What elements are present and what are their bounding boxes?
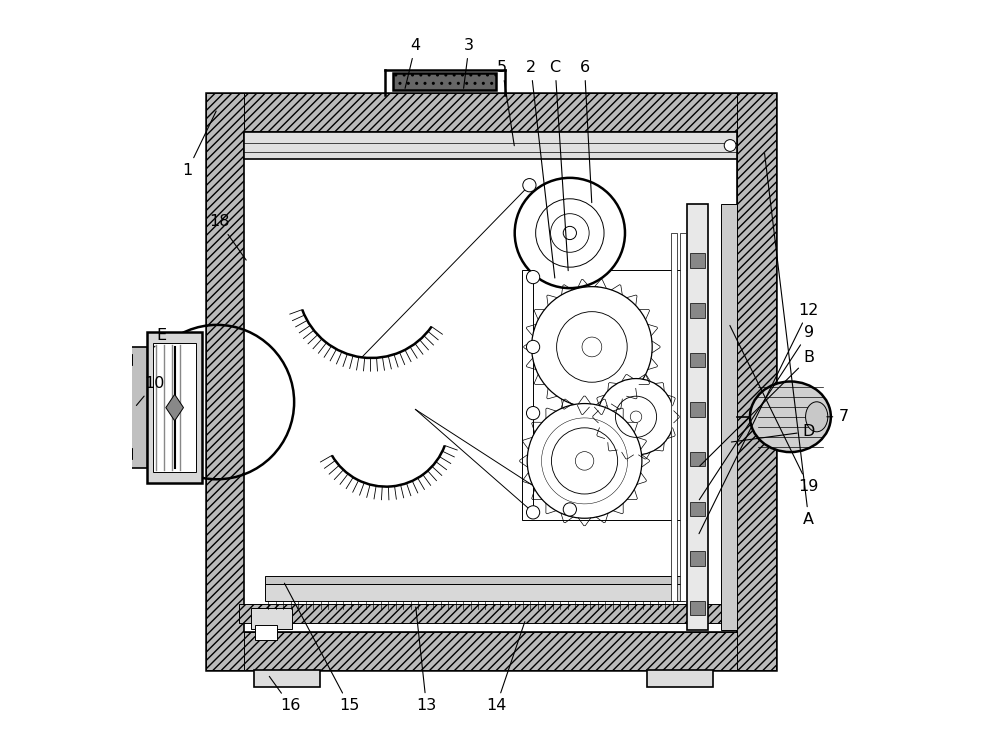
Bar (239, 604, 721, 623)
Circle shape (527, 404, 642, 518)
Text: A: A (765, 154, 814, 527)
Bar (522, 270, 687, 520)
Bar (690, 402, 705, 417)
Ellipse shape (750, 382, 831, 452)
Circle shape (526, 407, 540, 420)
Text: 13: 13 (416, 607, 437, 713)
Text: 9: 9 (699, 325, 814, 500)
Bar (206, 93, 244, 670)
Ellipse shape (806, 401, 828, 432)
Text: 6: 6 (579, 60, 592, 203)
Text: 12: 12 (699, 303, 819, 534)
Bar (244, 131, 737, 159)
Circle shape (515, 178, 625, 288)
Circle shape (523, 179, 536, 192)
Bar (690, 452, 705, 466)
Bar (153, 343, 196, 472)
Bar (393, 74, 496, 89)
Bar (265, 584, 684, 601)
Circle shape (563, 227, 576, 240)
Circle shape (526, 340, 540, 354)
Bar (690, 353, 705, 368)
Bar (122, 354, 132, 365)
Text: 2: 2 (526, 60, 555, 278)
Bar (687, 204, 708, 630)
Bar (680, 233, 686, 601)
Text: 19: 19 (730, 325, 819, 494)
Text: 15: 15 (284, 583, 359, 713)
Text: 1: 1 (182, 111, 216, 178)
Text: 3: 3 (464, 38, 474, 89)
Text: 5: 5 (497, 60, 514, 145)
Bar (737, 93, 776, 670)
Text: 7: 7 (827, 410, 848, 424)
Bar (251, 608, 292, 629)
Text: E: E (154, 328, 167, 347)
Bar (690, 253, 705, 268)
Bar (690, 551, 705, 565)
Bar (255, 625, 277, 640)
Text: 14: 14 (486, 621, 525, 713)
Bar (265, 576, 684, 584)
Circle shape (526, 506, 540, 519)
Bar (206, 93, 776, 131)
Bar (671, 233, 677, 601)
Bar (147, 332, 202, 483)
Circle shape (575, 452, 594, 470)
Circle shape (532, 286, 652, 407)
Circle shape (598, 379, 674, 455)
Bar (690, 303, 705, 317)
Text: 10: 10 (136, 376, 165, 405)
Bar (122, 448, 132, 460)
Bar (690, 601, 705, 615)
Bar (647, 670, 713, 686)
Text: D: D (731, 424, 815, 442)
Polygon shape (166, 394, 183, 421)
Circle shape (582, 337, 602, 357)
Bar (131, 347, 147, 468)
Circle shape (526, 271, 540, 283)
Circle shape (630, 411, 642, 423)
Text: C: C (550, 60, 568, 271)
Circle shape (724, 139, 736, 151)
Text: 16: 16 (269, 676, 301, 713)
Bar (254, 670, 320, 686)
Bar (721, 204, 737, 630)
Circle shape (563, 503, 576, 516)
Text: 18: 18 (209, 215, 246, 260)
Text: B: B (700, 351, 814, 466)
Bar (206, 632, 776, 670)
Bar (244, 131, 737, 632)
Bar (690, 502, 705, 516)
Bar (206, 93, 776, 670)
Text: 4: 4 (405, 38, 421, 89)
